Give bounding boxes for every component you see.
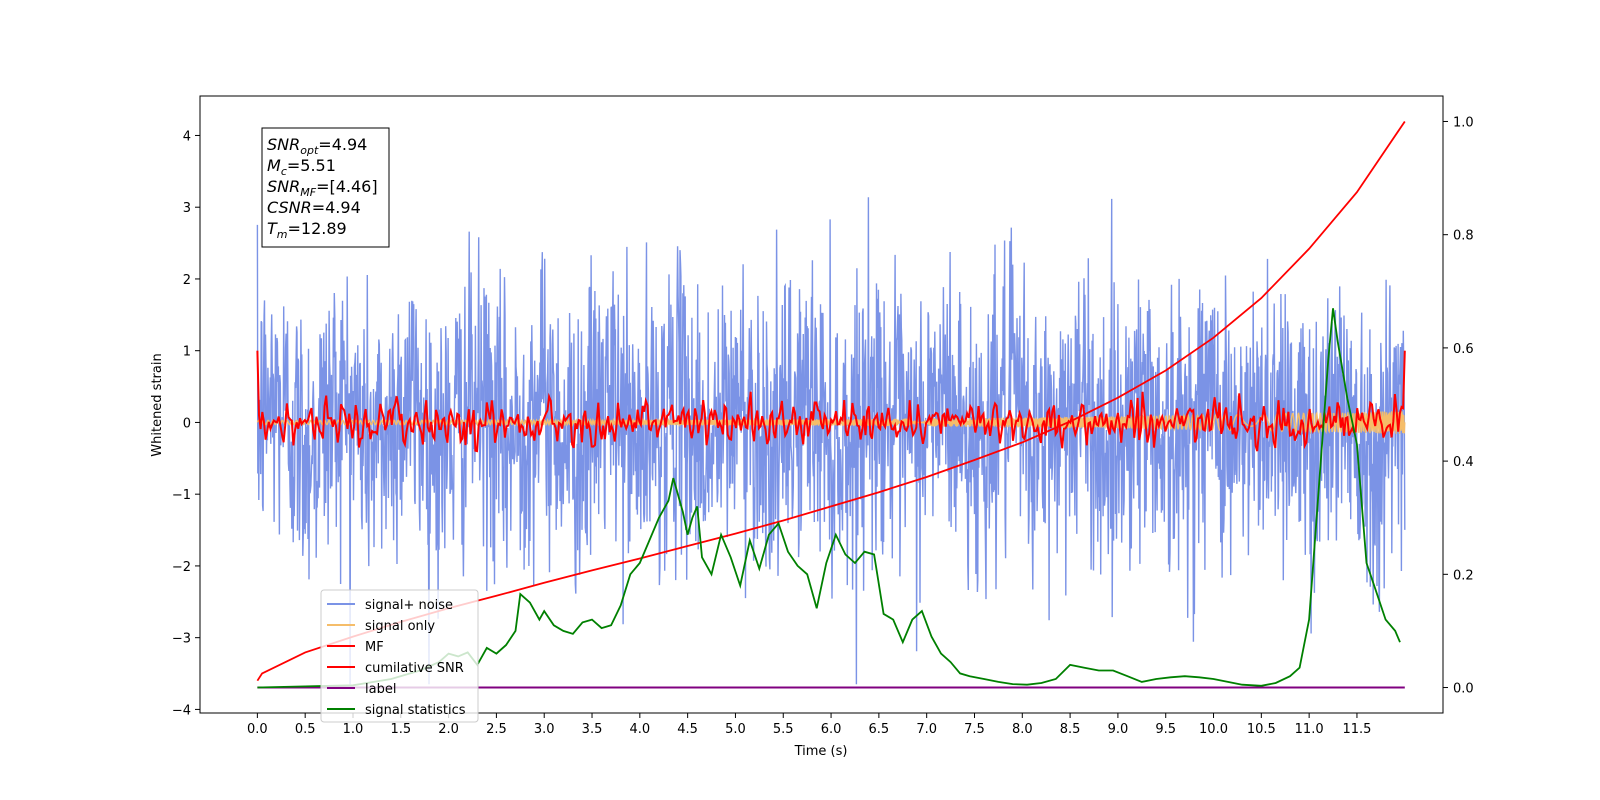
info-box-frame — [261, 127, 390, 248]
y-tick-label: 1 — [183, 345, 191, 360]
info-line: Mc=5.51 — [267, 156, 336, 178]
x-tick-label: 6.5 — [869, 722, 890, 737]
x-tick-label: 4.0 — [629, 722, 650, 737]
y-axis-label: Whitened strain — [150, 353, 165, 456]
x-axis: 0.0 0.5 1.0 1.5 2.0 2.5 3.0 3.5 4.0 4.5 5.0 5.5 6.0 6… — [247, 713, 1371, 737]
y-tick-label: −1 — [172, 488, 191, 503]
legend-label: label — [365, 682, 396, 697]
plot-frame — [199, 95, 1444, 714]
x-tick-label: 10.0 — [1199, 722, 1228, 737]
legend-frame — [320, 589, 479, 723]
info-line: Tm=12.89 — [267, 219, 347, 241]
x-tick-label: 9.0 — [1108, 722, 1129, 737]
legend-label: cumilative SNR — [365, 661, 464, 676]
x-tick-label: 3.0 — [534, 722, 555, 737]
y2-tick-label: 0.6 — [1453, 342, 1474, 357]
y2-tick-label: 0.8 — [1453, 229, 1474, 244]
y-tick-label: 2 — [183, 273, 191, 288]
x-tick-label: 11.5 — [1342, 722, 1371, 737]
y-tick-label: 4 — [183, 129, 191, 144]
y-axis-right: 0.0 0.2 0.4 0.6 0.8 1.0 — [1443, 115, 1474, 697]
x-tick-label: 8.0 — [1012, 722, 1033, 737]
x-tick-label: 6.0 — [821, 722, 842, 737]
x-tick-label: 7.0 — [916, 722, 937, 737]
legend-label: signal statistics — [365, 703, 466, 718]
x-tick-label: 0.5 — [295, 722, 316, 737]
legend: signal+ noise signal only MF cumilative SNR… — [320, 589, 479, 723]
x-tick-label: 4.5 — [677, 722, 698, 737]
x-tick-label: 7.5 — [964, 722, 985, 737]
series-mf — [256, 350, 1406, 453]
x-tick-label: 2.0 — [438, 722, 459, 737]
x-tick-label: 5.5 — [773, 722, 794, 737]
y-tick-label: −4 — [172, 703, 191, 718]
legend-entries: signal+ noise signal only MF cumilative SNR… — [327, 598, 466, 718]
y-tick-label: −2 — [172, 560, 191, 575]
y2-tick-label: 0.4 — [1453, 455, 1474, 470]
legend-label: signal only — [365, 619, 435, 634]
legend-label: signal+ noise — [365, 598, 453, 613]
x-tick-label: 0.0 — [247, 722, 268, 737]
y2-tick-label: 0.0 — [1453, 682, 1474, 697]
y2-tick-label: 1.0 — [1453, 115, 1474, 130]
info-line: SNRopt=4.94 — [267, 135, 367, 157]
x-tick-label: 5.0 — [725, 722, 746, 737]
info-line: SNRMF=[4.46] — [267, 177, 378, 199]
y-tick-label: 3 — [183, 201, 191, 216]
x-tick-label: 1.0 — [343, 722, 364, 737]
x-axis-label: Time (s) — [794, 744, 848, 759]
legend-label: MF — [365, 640, 384, 655]
y-axis-left: −4 −3 −2 −1 0 1 2 3 4 — [172, 129, 200, 718]
info-line: CSNR=4.94 — [267, 198, 361, 217]
y-tick-label: 0 — [183, 416, 191, 431]
x-tick-label: 11.0 — [1295, 722, 1324, 737]
x-tick-label: 3.5 — [582, 722, 603, 737]
y2-tick-label: 0.2 — [1453, 568, 1474, 583]
x-tick-label: 9.5 — [1155, 722, 1176, 737]
x-tick-label: 8.5 — [1060, 722, 1081, 737]
series-signal-statistics — [257, 308, 1401, 689]
y-tick-label: −3 — [172, 632, 191, 647]
x-tick-label: 10.5 — [1247, 722, 1276, 737]
x-tick-label: 1.5 — [390, 722, 411, 737]
x-tick-label: 2.5 — [486, 722, 507, 737]
